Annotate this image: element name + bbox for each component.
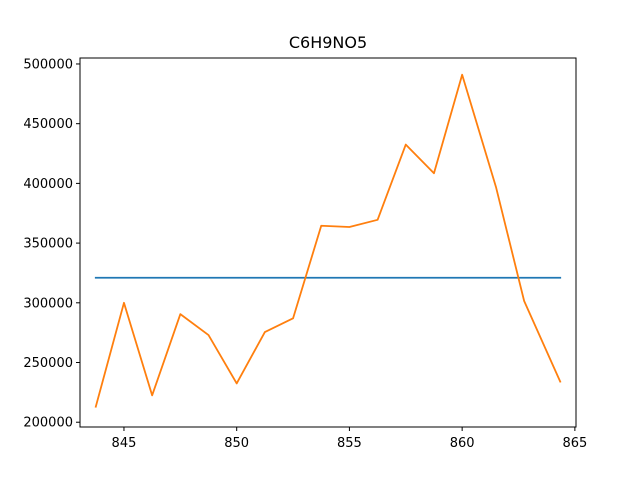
y-tick-label: 450000 <box>23 117 73 132</box>
x-tick-label: 845 <box>112 436 137 451</box>
axes-layer: 845 850 855 860 865 200000 250000 300000 350000 4… <box>23 57 587 451</box>
y-tick-label: 350000 <box>23 237 73 252</box>
x-tick-label: 860 <box>450 436 475 451</box>
plot-frame <box>79 57 577 428</box>
chart-title: C6H9NO5 <box>289 33 367 52</box>
y-tick-label: 250000 <box>23 356 73 371</box>
x-tick-label: 855 <box>337 436 362 451</box>
series-layer <box>94 73 562 408</box>
y-tick-label: 300000 <box>23 296 73 311</box>
plot-area <box>80 58 576 427</box>
y-tick-label: 500000 <box>23 57 73 72</box>
series-line-2 <box>94 73 562 408</box>
y-tick-label: 400000 <box>23 177 73 192</box>
y-tick-label: 200000 <box>23 416 73 431</box>
x-tick-label: 865 <box>562 436 587 451</box>
x-tick-label: 850 <box>224 436 249 451</box>
